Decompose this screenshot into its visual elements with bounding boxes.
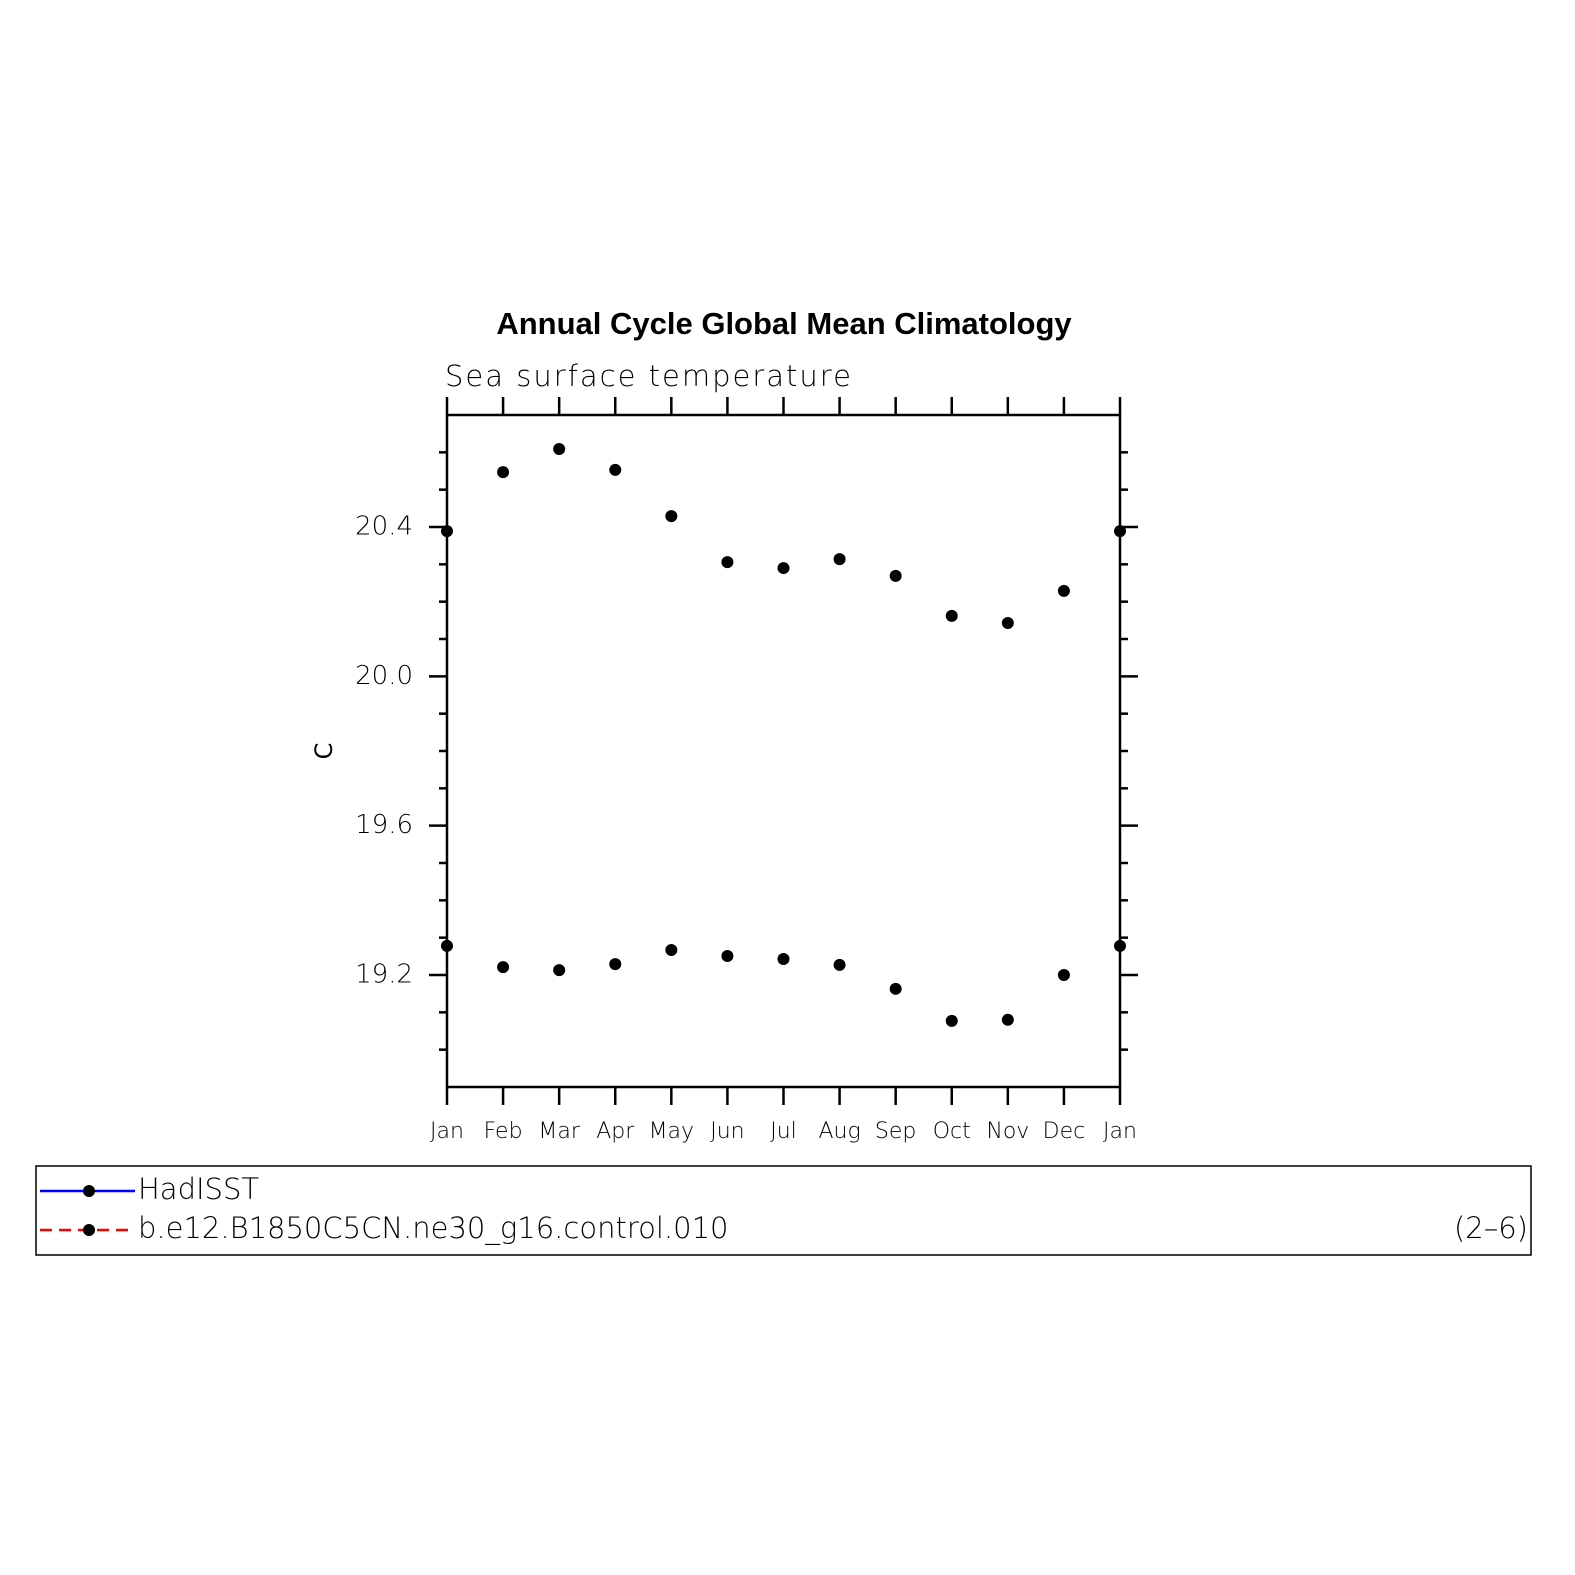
data-point — [777, 562, 790, 575]
data-point — [497, 961, 510, 974]
data-point — [1057, 969, 1070, 981]
data-point — [609, 463, 622, 476]
data-point — [889, 569, 902, 582]
data-point — [609, 958, 622, 971]
data-point — [945, 1014, 958, 1027]
y-tick-label: 19.6 — [355, 810, 413, 840]
x-tick-label: Jul — [770, 1119, 797, 1144]
x-tick-label: May — [649, 1119, 694, 1144]
data-point — [833, 553, 846, 566]
plot-frame — [445, 413, 1122, 1089]
legend-marker — [83, 1224, 95, 1236]
data-point — [1001, 616, 1014, 629]
data-point — [553, 442, 566, 455]
x-tick-label: Feb — [484, 1119, 523, 1144]
legend-marker — [83, 1185, 95, 1197]
x-tick-label: Aug — [818, 1119, 860, 1144]
data-point — [833, 958, 846, 971]
data-point — [1057, 584, 1070, 597]
data-point — [441, 525, 453, 538]
y-tick-label: 19.2 — [355, 960, 413, 990]
x-tick-label: Jan — [1103, 1119, 1137, 1144]
data-point — [1001, 1013, 1014, 1026]
data-point — [777, 952, 790, 965]
data-point — [1114, 525, 1126, 538]
x-tick-label: Nov — [986, 1119, 1029, 1144]
x-tick-label: Apr — [596, 1119, 635, 1144]
data-point — [665, 943, 678, 956]
y-tick-label: 20.0 — [355, 661, 413, 691]
x-tick-label: Jun — [710, 1119, 744, 1144]
x-tick-label: Sep — [875, 1119, 916, 1144]
data-point — [497, 466, 510, 479]
data-point — [553, 964, 566, 977]
data-point — [945, 609, 958, 622]
x-tick-label: Oct — [933, 1119, 971, 1144]
legend-label: HadISST — [138, 1172, 259, 1206]
legend-label: b.e12.B1850C5CN.ne30_g16.control.010 — [138, 1211, 728, 1246]
data-point — [721, 949, 734, 962]
data-point — [441, 939, 453, 952]
x-tick-label: Dec — [1043, 1119, 1086, 1144]
y-tick-label: 20.4 — [355, 512, 413, 542]
x-tick-label: Jan — [430, 1119, 464, 1144]
data-point — [665, 510, 678, 523]
y-axis-label: C — [310, 743, 338, 760]
x-tick-label: Mar — [538, 1119, 580, 1144]
legend-box — [35, 1165, 1532, 1256]
data-point — [889, 982, 902, 995]
chart-title: Annual Cycle Global Mean Climatology — [496, 306, 1072, 341]
annotation: (2–6) — [1454, 1211, 1528, 1245]
data-point — [1114, 939, 1126, 952]
data-point — [721, 556, 734, 569]
chart-subtitle: Sea surface temperature — [445, 359, 853, 393]
